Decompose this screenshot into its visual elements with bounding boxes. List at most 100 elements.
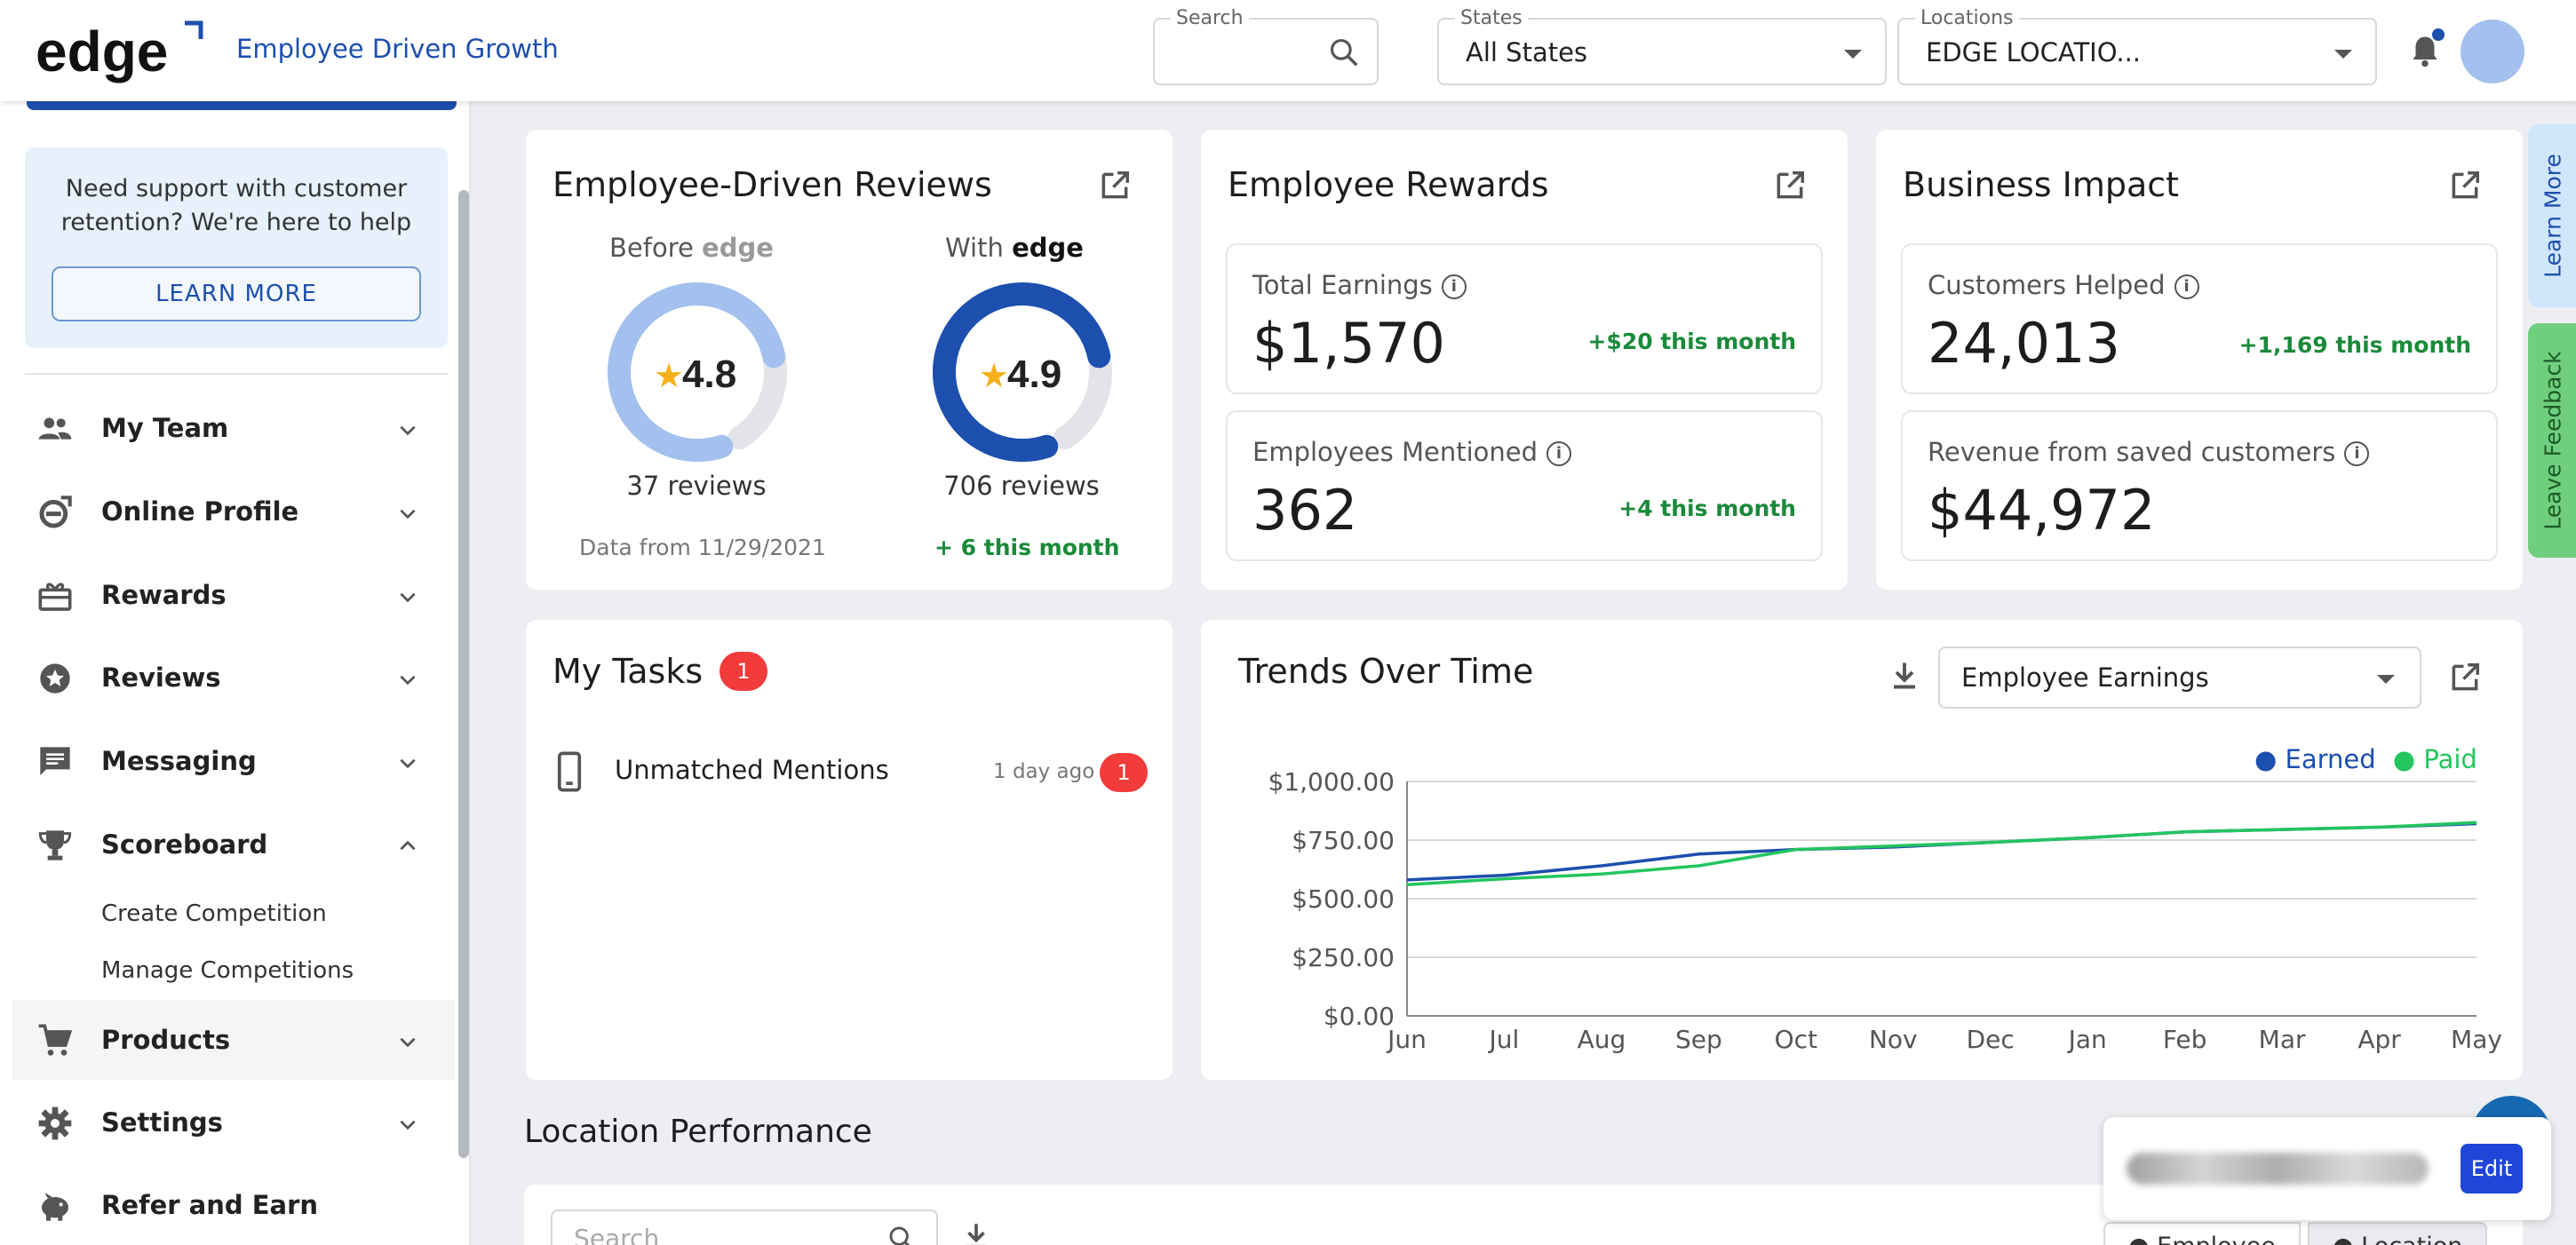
tasks-card: My Tasks 1 Unmatched Mentions 1 day ago … [526, 620, 1173, 1080]
sidebar-item-label: Refer and Earn [101, 1190, 319, 1220]
metric-select[interactable]: Employee Earnings [1938, 646, 2421, 709]
chevron-down-icon [400, 1037, 416, 1048]
edge-logo[interactable]: edge [36, 16, 213, 83]
avatar[interactable] [2461, 20, 2524, 83]
locations-select[interactable]: Locations EDGE LOCATIO... [1897, 7, 2377, 85]
x-tick-label: Dec [1967, 1025, 2015, 1054]
reviews-this-month: + 6 this month [934, 535, 1120, 560]
locations-value: EDGE LOCATIO... [1926, 37, 2142, 67]
open-external-icon[interactable] [2448, 169, 2482, 202]
with-rating-gauge: ★ 4.9 [933, 282, 1112, 462]
sidebar-sub-create-competition[interactable]: Create Competition [101, 900, 327, 927]
series-line-paid [1406, 821, 2477, 886]
customers-helped-delta: +1,169 this month [2238, 332, 2471, 358]
customers-helped-label: Customers Helped i [1928, 270, 2199, 300]
sidebar-scrollbar[interactable] [458, 190, 469, 1158]
sidebar-item-online-profile[interactable]: Online Profile [12, 472, 455, 551]
leave-feedback-side-label: Leave Feedback [2540, 351, 2566, 530]
task-time: 1 day ago [993, 760, 1095, 783]
chevron-down-icon [400, 675, 416, 686]
revenue-saved-label: Revenue from saved customers i [1928, 437, 2370, 467]
star-badge-icon [40, 663, 70, 694]
chevron-down-icon [2334, 50, 2352, 59]
x-tick-label: Jul [1488, 1025, 1520, 1054]
info-icon[interactable]: i [1546, 441, 1571, 466]
sidebar-item-label: Rewards [101, 580, 227, 610]
learn-more-side-label: Learn More [2540, 154, 2566, 278]
tasks-count-badge: 1 [720, 652, 767, 691]
employees-mentioned-label-text: Employees Mentioned [1252, 437, 1538, 467]
open-external-icon[interactable] [1773, 169, 1807, 202]
before-rating: 4.8 [682, 353, 736, 396]
info-icon[interactable]: i [2174, 274, 2199, 299]
task-row[interactable]: Unmatched Mentions 1 day ago 1 [526, 732, 1174, 812]
employees-mentioned-label: Employees Mentioned i [1252, 437, 1571, 467]
sidebar-item-my-team[interactable]: My Team [12, 388, 455, 468]
sidebar-item-label: Products [101, 1025, 231, 1055]
download-icon[interactable] [1888, 659, 1920, 691]
tasks-title: My Tasks [553, 652, 704, 691]
search-icon[interactable] [886, 1224, 917, 1245]
edit-button[interactable]: Edit [2461, 1144, 2523, 1193]
sidebar-sub-manage-competitions[interactable]: Manage Competitions [101, 957, 354, 984]
revenue-saved-value: $44,972 [1928, 478, 2156, 543]
location-performance-title: Location Performance [524, 1114, 872, 1150]
sidebar-item-settings[interactable]: Settings [12, 1082, 455, 1162]
person-icon: ● [2128, 1233, 2150, 1245]
with-review-count: 706 reviews [943, 471, 1100, 501]
top-header: edge Employee Driven Growth Search State… [0, 0, 2576, 101]
x-tick-label: Oct [1775, 1025, 1817, 1054]
info-icon[interactable]: i [1441, 274, 1467, 299]
tagline: Employee Driven Growth [236, 34, 559, 64]
open-external-icon[interactable] [2448, 661, 2482, 694]
chevron-down-icon [2377, 675, 2395, 684]
sidebar-item-products[interactable]: Products [12, 1000, 455, 1080]
series-line-earned [1406, 821, 2477, 882]
leave-feedback-side-tab[interactable]: Leave Feedback [2528, 323, 2576, 558]
gear-icon [38, 1106, 72, 1140]
legend-earned: ● Earned [2254, 744, 2376, 774]
before-rating-gauge: ★ 4.8 [608, 282, 787, 462]
info-icon[interactable]: i [2344, 441, 2370, 466]
task-label: Unmatched Mentions [615, 755, 889, 785]
x-tick-label: Mar [2259, 1025, 2306, 1054]
states-select[interactable]: States All States [1437, 7, 1887, 85]
sidebar-active-bar [27, 101, 457, 110]
before-brand: edge [702, 233, 774, 263]
sidebar-item-refer-and-earn[interactable]: Refer and Earn [12, 1165, 455, 1245]
location-search-field[interactable]: Search [551, 1209, 938, 1245]
sidebar-item-reviews[interactable]: Reviews [12, 638, 455, 718]
x-tick-label: Feb [2163, 1025, 2207, 1054]
open-external-icon[interactable] [1098, 169, 1132, 202]
impact-title: Business Impact [1903, 165, 2180, 204]
search-icon[interactable] [1327, 36, 1361, 69]
x-tick-label: Aug [1578, 1025, 1626, 1054]
trends-card: Trends Over Time Employee Earnings ● Ear… [1201, 620, 2523, 1080]
svg-text:edge: edge [36, 20, 168, 83]
rewards-card: Employee Rewards Total Earnings i $1,570 … [1201, 130, 1848, 590]
y-tick-label: $1,000.00 [1268, 767, 1395, 797]
learn-more-button[interactable]: LEARN MORE [52, 266, 421, 321]
location-search-placeholder: Search [574, 1224, 660, 1245]
blurred-name [2127, 1153, 2429, 1185]
legend-paid: ● Paid [2392, 744, 2477, 774]
business-impact-card: Business Impact Customers Helped i 24,013… [1876, 130, 2523, 590]
sidebar-item-scoreboard[interactable]: Scoreboard [12, 805, 455, 884]
x-tick-label: Jun [1386, 1025, 1427, 1054]
search-field[interactable]: Search [1153, 7, 1379, 85]
team-icon [38, 417, 72, 440]
star-icon: ★ [654, 356, 684, 395]
tab-location[interactable]: ● Location [2308, 1222, 2488, 1245]
sidebar-item-messaging[interactable]: Messaging [12, 721, 455, 801]
gauge-fill [608, 282, 786, 462]
learn-more-side-tab[interactable]: Learn More [2528, 124, 2576, 307]
sidebar-item-rewards[interactable]: Rewards [12, 555, 455, 635]
task-count-badge: 1 [1100, 753, 1148, 792]
sidebar-item-label: My Team [101, 413, 229, 443]
chevron-down-icon [1844, 50, 1862, 59]
tab-employee[interactable]: ● Employee [2103, 1222, 2301, 1245]
download-icon[interactable] [961, 1220, 991, 1245]
bell-icon[interactable] [2409, 34, 2441, 69]
total-earnings-delta: +$20 this month [1587, 329, 1796, 354]
